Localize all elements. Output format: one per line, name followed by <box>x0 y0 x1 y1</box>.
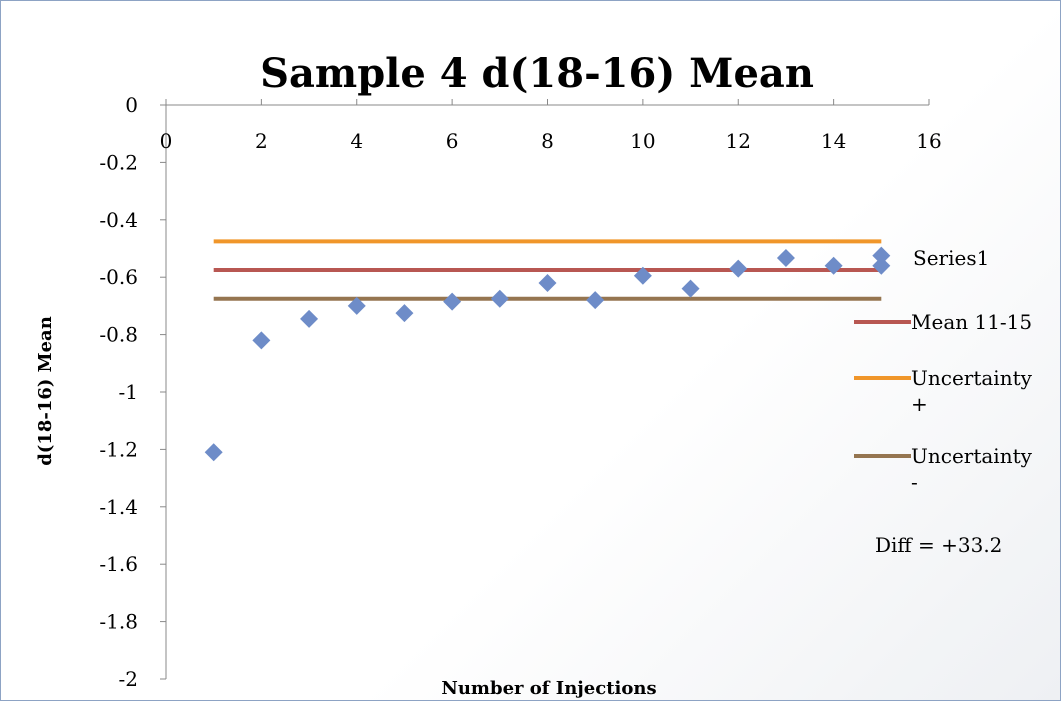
data-point <box>872 246 891 265</box>
x-tick-label: 10 <box>630 129 655 153</box>
y-tick-label: -1.4 <box>99 495 138 519</box>
data-point <box>729 259 748 278</box>
reference-lines <box>213 239 882 301</box>
data-point <box>443 292 462 311</box>
data-point <box>824 256 843 275</box>
y-tick-label: -0.2 <box>99 150 138 174</box>
data-point <box>300 309 319 328</box>
data-point <box>538 273 557 292</box>
data-point <box>252 331 271 350</box>
data-point <box>681 279 700 298</box>
data-point <box>586 291 605 310</box>
legend-label: + <box>911 392 928 416</box>
data-point <box>490 289 509 308</box>
y-tick-label: -2 <box>119 667 138 691</box>
data-point <box>347 296 366 315</box>
data-point <box>204 443 223 462</box>
data-point <box>633 266 652 285</box>
y-tick-label: -1.2 <box>99 437 138 461</box>
x-tick-label: 8 <box>541 129 554 153</box>
y-tick-label: -0.6 <box>99 265 138 289</box>
legend-label: Uncertainty <box>911 444 1033 468</box>
y-tick-label: -0.8 <box>99 323 138 347</box>
x-tick-label: 16 <box>916 129 941 153</box>
data-point <box>872 256 891 275</box>
data-point <box>395 304 414 323</box>
x-tick-label: 2 <box>255 129 268 153</box>
chart-annotation: Diff = +33.2 <box>875 533 1002 557</box>
x-tick-label: 0 <box>160 129 173 153</box>
axes: 0 2 4 6 8 10 12 14 16 0 -0.2 -0.4 -0.6 -0.8 -1 -1.2 -1.4… <box>99 93 941 691</box>
y-axis-title: d(18-16) Mean <box>35 316 56 466</box>
x-axis-title: Number of Injections <box>441 678 656 699</box>
y-tick-label: -1.6 <box>99 552 138 576</box>
x-tick-label: 6 <box>446 129 459 153</box>
y-tick-label: 0 <box>125 93 138 117</box>
x-tick-label: 4 <box>350 129 363 153</box>
legend-label: Mean 11-15 <box>911 310 1032 334</box>
y-tick-label: -1.8 <box>99 610 138 634</box>
legend-label: - <box>911 470 918 494</box>
x-tick-label: 12 <box>726 129 751 153</box>
y-tick-label: -0.4 <box>99 208 138 232</box>
data-point <box>776 248 795 267</box>
y-tick-label: -1 <box>119 380 138 404</box>
data-points <box>204 246 891 462</box>
x-tick-label: 14 <box>821 129 846 153</box>
chart-title: Sample 4 d(18-16) Mean <box>260 50 814 97</box>
legend-label: Uncertainty <box>911 366 1033 390</box>
legend-label: Series1 <box>913 246 989 270</box>
